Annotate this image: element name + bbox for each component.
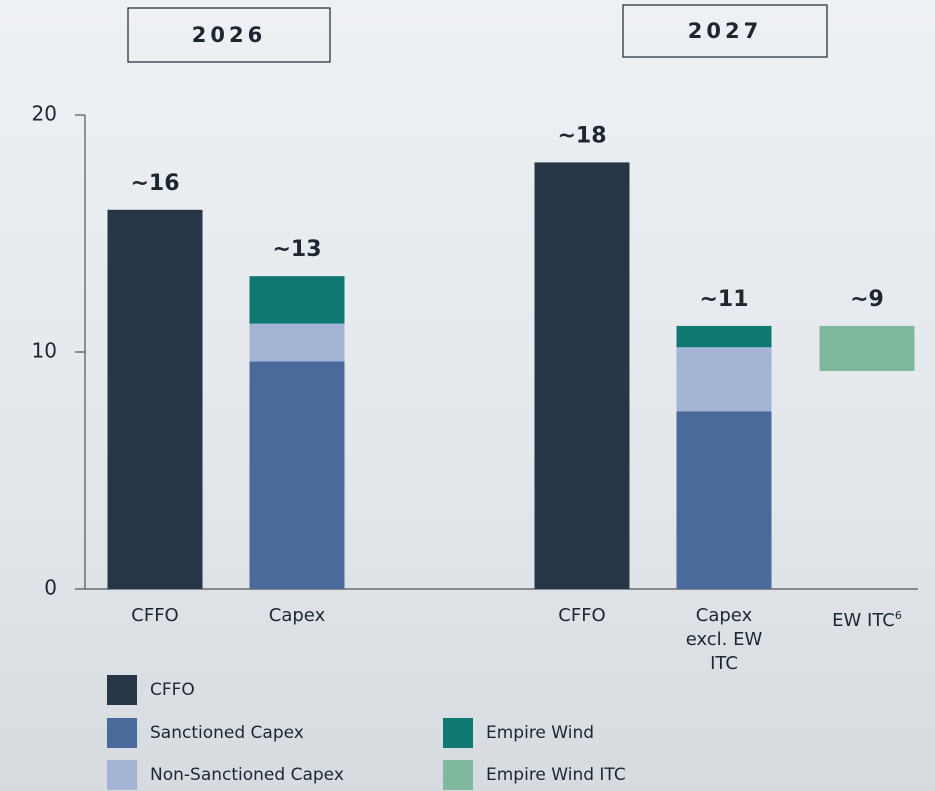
legend-label: Empire Wind (486, 723, 594, 743)
value-label: ~13 (272, 237, 321, 262)
category-text: Capex (268, 605, 326, 626)
bar-segment (249, 361, 345, 589)
x-tick-label: Capex excl. EW ITC (677, 604, 772, 676)
bar-segment (534, 162, 630, 589)
legend-swatch (443, 760, 473, 790)
bar-segment (676, 325, 772, 348)
y-tick-label: 0 (44, 576, 57, 600)
legend-label: CFFO (150, 680, 195, 700)
bar-segment (249, 323, 345, 362)
value-label: ~16 (130, 171, 179, 196)
bar-segment (249, 276, 345, 324)
legend-swatch (107, 760, 137, 790)
legend-swatch (107, 718, 137, 748)
value-label: ~18 (557, 123, 606, 148)
bar-segment (107, 209, 203, 590)
x-tick-label: EW ITC6 (820, 604, 915, 633)
category-text: CFFO (558, 605, 606, 626)
footnote-mark: 6 (894, 609, 902, 622)
legend-swatch (443, 718, 473, 748)
category-text: EW ITC (832, 610, 895, 631)
y-tick-label: 20 (32, 102, 57, 126)
category-text: CFFO (131, 605, 179, 626)
year-label: 2027 (688, 19, 762, 43)
bar-segment (819, 325, 915, 371)
legend-label: Sanctioned Capex (150, 723, 304, 743)
legend-swatch (107, 675, 137, 705)
category-text: Capex excl. EW ITC (685, 605, 763, 674)
y-tick-label: 10 (32, 339, 57, 363)
x-tick-label: CFFO (108, 604, 203, 628)
value-label: ~9 (850, 287, 884, 312)
year-box (127, 7, 331, 63)
bar-segment (676, 411, 772, 589)
legend-label: Empire Wind ITC (486, 765, 626, 785)
year-label: 2026 (192, 23, 266, 47)
x-tick-label: CFFO (535, 604, 630, 628)
year-box (622, 4, 828, 58)
x-tick-label: Capex (250, 604, 345, 628)
value-label: ~11 (699, 287, 748, 312)
legend-label: Non-Sanctioned Capex (150, 765, 344, 785)
bar-segment (676, 347, 772, 412)
